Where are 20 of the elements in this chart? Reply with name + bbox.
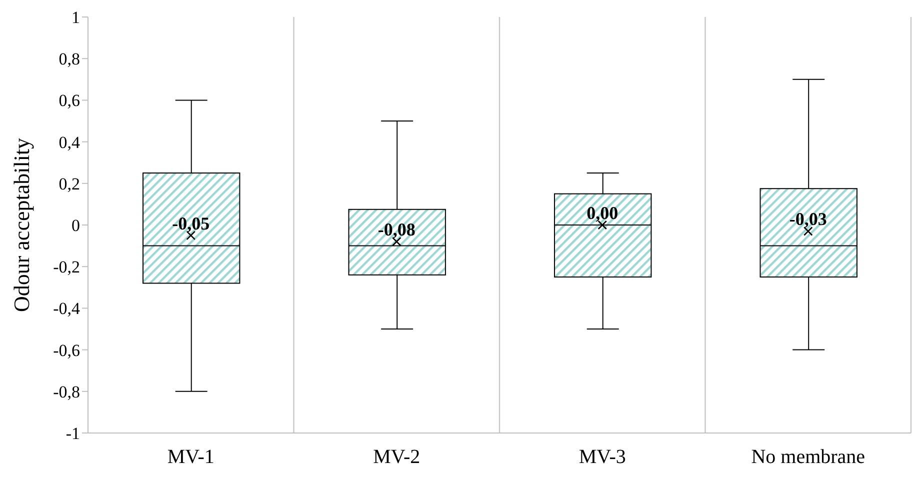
x-tick-label: MV-3 [578,446,626,468]
y-tick-label: 0,8 [58,50,80,69]
y-tick-label: 0,2 [58,174,80,194]
annotation: -0,08 [378,220,416,240]
y-tick-label: 0,4 [58,132,80,152]
y-tick-label: -0,4 [53,299,80,318]
y-tick-label: -0,8 [53,382,80,402]
y-tick-label: 1 [72,8,80,28]
annotation: 0,00 [586,203,618,223]
x-tick-label: MV-1 [167,446,214,468]
annotation: -0,03 [789,209,827,230]
annotation: -0,05 [172,213,210,234]
x-tick-label: MV-2 [373,446,420,468]
y-axis-title: Odour acceptability [8,138,34,312]
y-tick-label: -0,6 [53,340,80,360]
x-tick-label: No membrane [751,446,866,468]
y-tick-label: -1 [66,424,80,444]
y-tick-label: -0,2 [53,258,80,277]
y-tick-label: 0 [72,216,80,236]
y-tick-label: 0,6 [58,91,80,110]
